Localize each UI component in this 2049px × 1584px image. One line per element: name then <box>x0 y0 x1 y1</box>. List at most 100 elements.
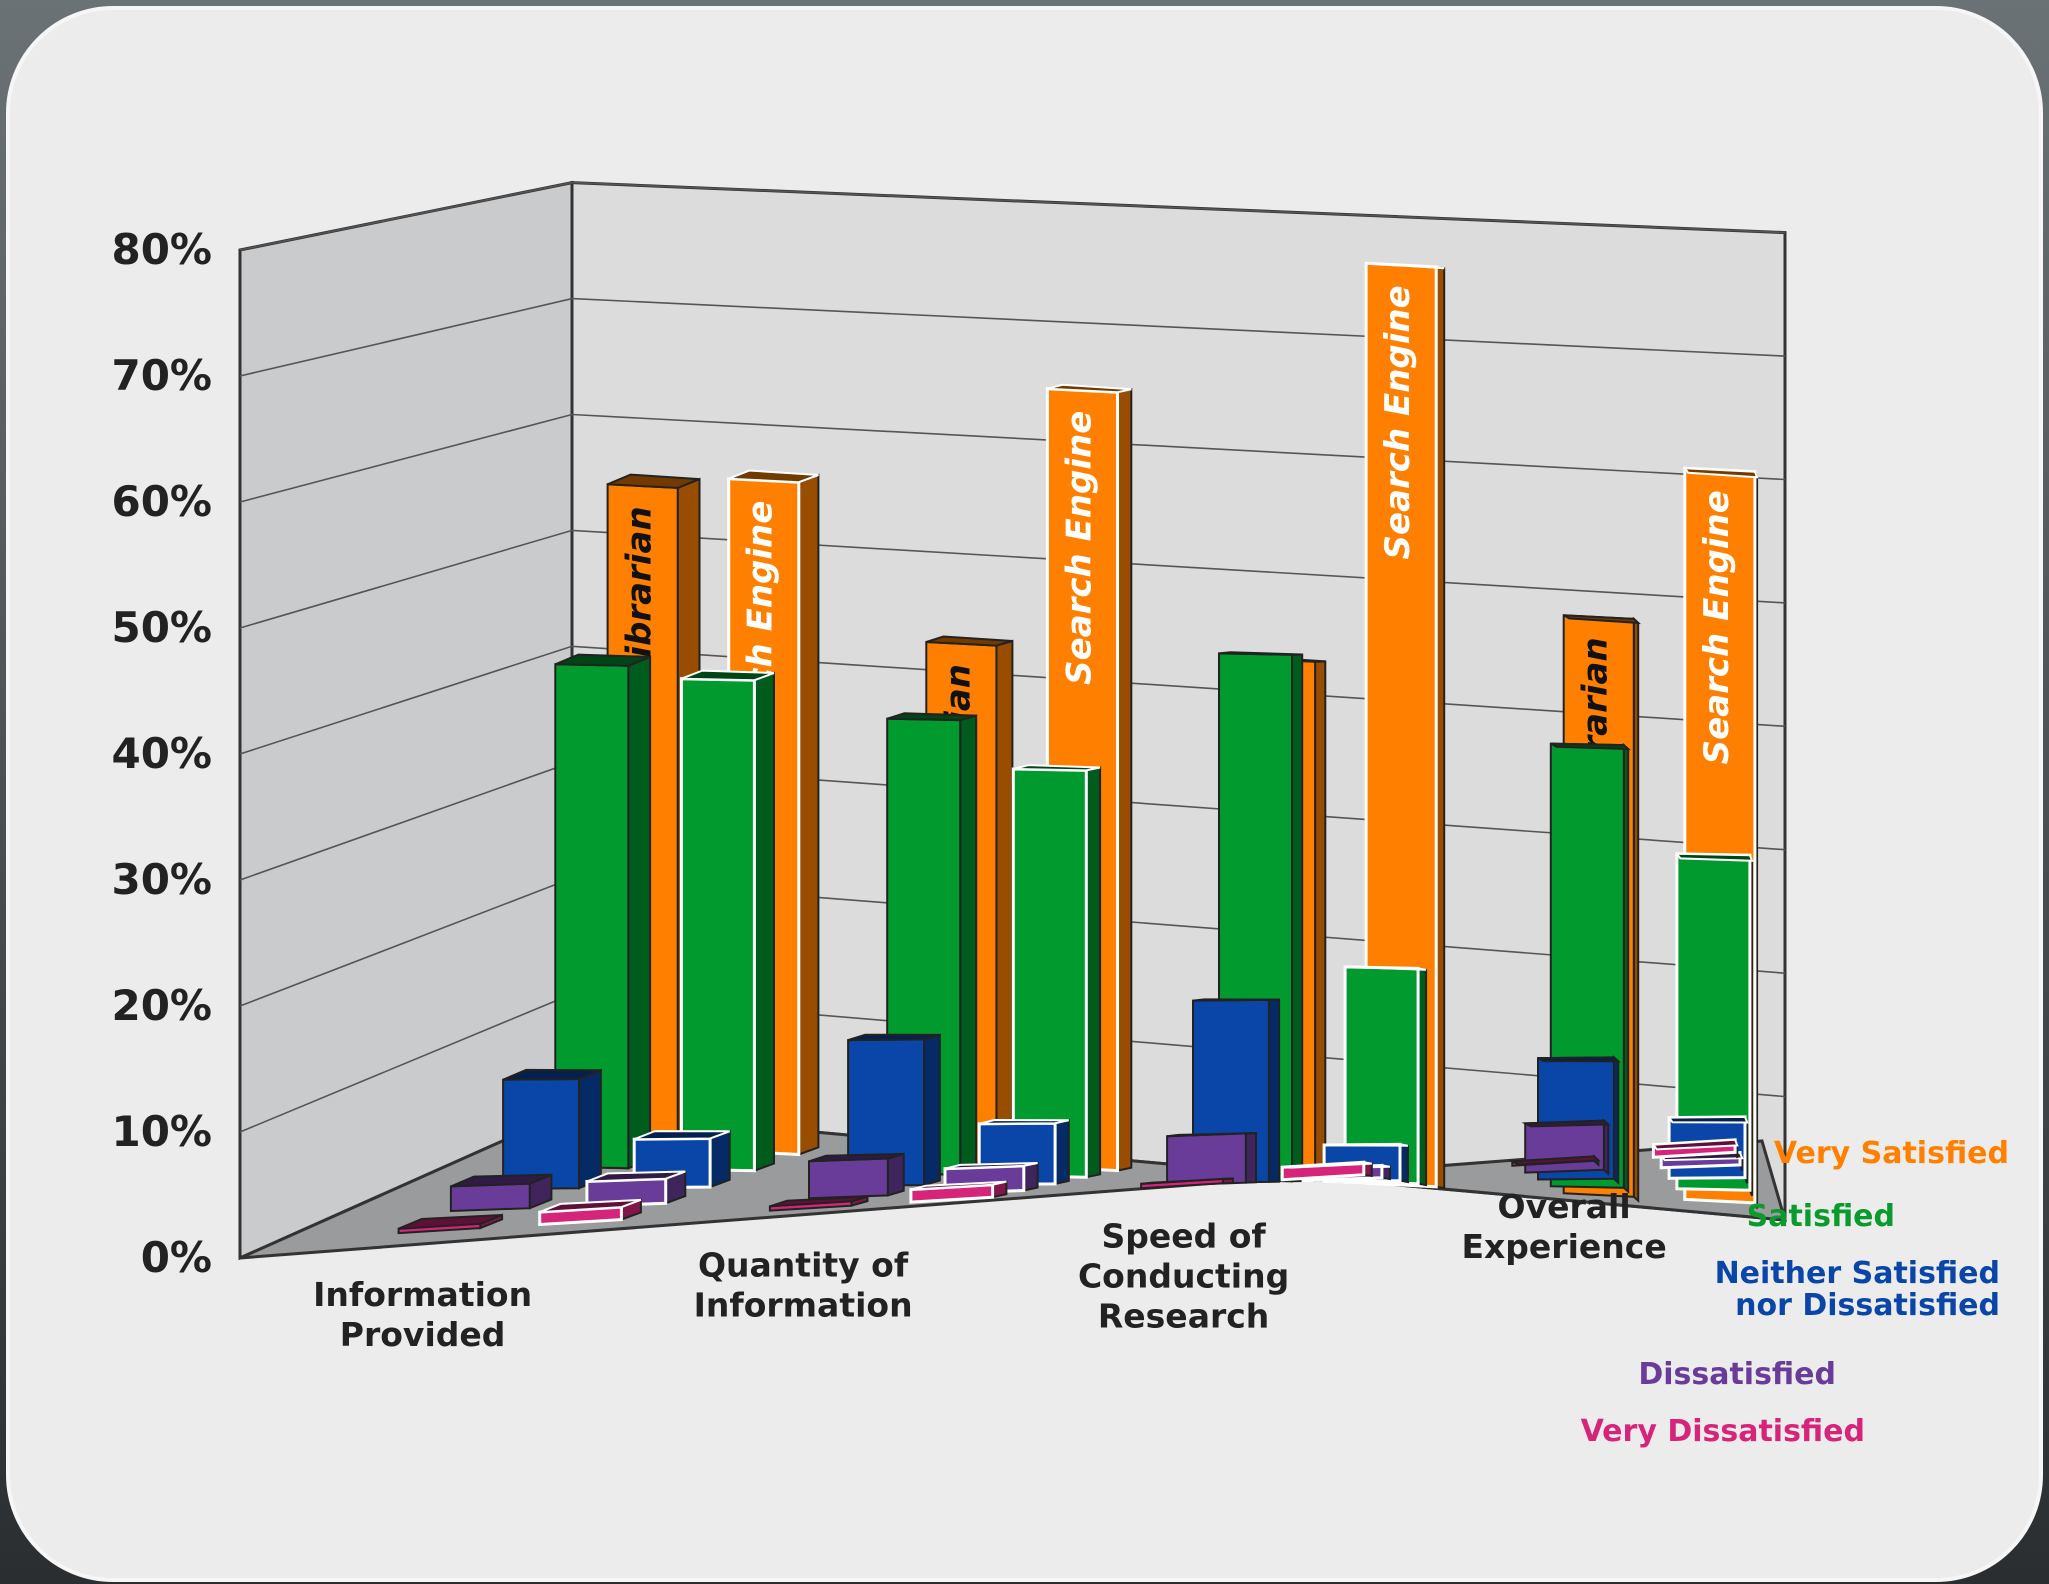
bar-speed-of-conducting-research-librarian-dissatisfied <box>1166 1132 1257 1187</box>
category-label: Speed of Conducting Research <box>1078 1217 1289 1336</box>
category-label: Quantity of Information <box>694 1246 913 1325</box>
category-label-line: Speed of <box>1101 1217 1266 1256</box>
bar-quantity-of-information-librarian-very-dissatisfied-top <box>769 1195 868 1208</box>
bar-quantity-of-information-librarian-neither-satisfied-nor-dissatisfied-side <box>923 1033 941 1187</box>
bar-information-provided-librarian-satisfied-top <box>554 653 651 667</box>
bar-speed-of-conducting-research-librarian-very-dissatisfied <box>1140 1177 1234 1190</box>
category-label-line: Experience <box>1461 1227 1666 1266</box>
bar-quantity-of-information-search-engine-very-satisfied-side <box>1116 388 1133 1172</box>
bar-quantity-of-information-search-engine-satisfied-front <box>1011 767 1088 1179</box>
bar-quantity-of-information-search-engine-very-dissatisfied-top <box>910 1180 1007 1191</box>
bar-overall-experience-search-engine-very-satisfied-top <box>1682 467 1759 479</box>
y-tick-label: 20% <box>111 981 212 1030</box>
bar-information-provided-librarian-very-satisfied-top <box>607 473 700 489</box>
legend-item-line: Satisfied <box>1747 1199 1895 1234</box>
bar-information-provided-search-engine-very-satisfied-side <box>797 473 820 1156</box>
bar-information-provided-librarian-neither-satisfied-nor-dissatisfied <box>502 1068 602 1190</box>
bar-overall-experience-librarian-neither-satisfied-nor-dissatisfied-top <box>1537 1056 1621 1063</box>
legend-item-line: Very Satisfied <box>1774 1136 2009 1171</box>
bar-overall-experience-librarian-very-satisfied-top <box>1563 614 1641 625</box>
y-tick-label: 60% <box>111 477 212 526</box>
bar-speed-of-conducting-research-search-engine-satisfied-top <box>1345 965 1427 971</box>
bar-quantity-of-information-librarian-neither-satisfied-nor-dissatisfied-top <box>847 1033 941 1042</box>
bar-information-provided-librarian-dissatisfied <box>449 1173 553 1213</box>
y-tick-label: 0% <box>141 1233 212 1282</box>
bar-information-provided-librarian-dissatisfied-top <box>450 1173 552 1188</box>
bar-information-provided-librarian-neither-satisfied-nor-dissatisfied-side <box>578 1068 602 1190</box>
bar-quantity-of-information-librarian-dissatisfied-top <box>808 1152 904 1163</box>
bar-quantity-of-information-search-engine-neither-satisfied-nor-dissatisfied-side <box>1054 1119 1070 1186</box>
legend-item-line: Very Dissatisfied <box>1581 1414 1865 1449</box>
bar-quantity-of-information-librarian-dissatisfied-front <box>808 1157 889 1200</box>
bar-quantity-of-information-search-engine-satisfied-side <box>1085 766 1102 1179</box>
bar-information-provided-librarian-neither-satisfied-nor-dissatisfied-top <box>502 1068 602 1081</box>
bar-quantity-of-information-librarian-dissatisfied <box>808 1152 905 1200</box>
bar-quantity-of-information-librarian-very-satisfied-side <box>995 639 1014 1166</box>
bar-information-provided-librarian-satisfied <box>554 653 652 1170</box>
bar-speed-of-conducting-research-librarian-very-satisfied-side <box>1314 660 1327 1182</box>
bar-quantity-of-information-search-engine-neither-satisfied-nor-dissatisfied-top <box>978 1118 1070 1125</box>
category-label-line: Provided <box>340 1315 506 1354</box>
bar-quantity-of-information-search-engine-very-satisfied-top <box>1047 383 1132 394</box>
bar-information-provided-search-engine-very-dissatisfied-top <box>539 1198 642 1214</box>
bar-speed-of-conducting-research-librarian-dissatisfied-top <box>1166 1132 1257 1138</box>
category-label-line: Conducting <box>1078 1257 1289 1296</box>
bar-quantity-of-information-librarian-satisfied-top <box>886 712 977 722</box>
category-label-line: Research <box>1098 1297 1269 1336</box>
bar-quantity-of-information-search-engine-very-dissatisfied <box>909 1180 1008 1204</box>
legend-item-dissatisfied: Dissatisfied <box>1638 1357 1836 1392</box>
bar-speed-of-conducting-research-search-engine-very-satisfied: Search Engine <box>1364 261 1446 1190</box>
bar-quantity-of-information-librarian-dissatisfied-side <box>886 1152 905 1197</box>
bar-label-librarian: Librarian <box>620 506 660 679</box>
category-label: Overall Experience <box>1461 1187 1666 1266</box>
bar-quantity-of-information-librarian-very-satisfied-top <box>925 635 1013 647</box>
bar-speed-of-conducting-research-librarian-neither-satisfied-nor-dissatisfied-top <box>1192 998 1280 1002</box>
gridline <box>239 181 1786 251</box>
bar-speed-of-conducting-research-search-engine-satisfied <box>1343 965 1428 1187</box>
bar-information-provided-search-engine-very-dissatisfied <box>538 1198 642 1227</box>
legend-item-neither-satisfied-nor-dissatisfied: Neither Satisfied nor Dissatisfied <box>1715 1256 2000 1323</box>
bar-speed-of-conducting-research-search-engine-very-dissatisfied-top <box>1282 1161 1372 1169</box>
bar-quantity-of-information-librarian-neither-satisfied-nor-dissatisfied <box>847 1033 941 1187</box>
bar-overall-experience-search-engine-very-dissatisfied <box>1651 1138 1739 1159</box>
bar-label-search-engine: Search Engine <box>1059 411 1099 685</box>
legend-item-line: Neither Satisfied <box>1715 1256 2000 1291</box>
category-label-line: Overall <box>1498 1187 1631 1226</box>
bar-overall-experience-search-engine-very-dissatisfied-top <box>1651 1138 1739 1151</box>
legend-item-very-satisfied: Very Satisfied <box>1774 1136 2009 1171</box>
bar-overall-experience-search-engine-satisfied <box>1674 852 1754 1197</box>
y-tick-label: 10% <box>111 1107 212 1156</box>
category-label-line: Information <box>313 1275 532 1314</box>
bar-information-provided-search-engine-dissatisfied <box>585 1170 687 1208</box>
bar-label-search-engine: Search Engine <box>1697 490 1737 764</box>
y-tick-label: 50% <box>111 603 212 652</box>
bar-information-provided-librarian-very-dissatisfied-top <box>398 1214 503 1230</box>
y-axis-ticks: 0% 10% 20% 30% 40% 50% 60% 70% 80% <box>111 225 212 1282</box>
y-tick-label: 40% <box>111 729 212 778</box>
bar-information-provided-librarian-neither-satisfied-nor-dissatisfied-front <box>502 1077 580 1190</box>
y-tick-label: 70% <box>111 351 212 400</box>
bar-overall-experience-librarian-satisfied-top <box>1550 742 1631 751</box>
category-label: Information Provided <box>313 1275 532 1354</box>
bar-information-provided-search-engine-very-satisfied-top <box>728 469 819 484</box>
y-tick-label: 30% <box>111 855 212 904</box>
bar-information-provided-librarian-satisfied-side <box>627 655 652 1170</box>
bar-information-provided-search-engine-satisfied <box>679 669 775 1173</box>
bar-quantity-of-information-librarian-very-dissatisfied <box>768 1195 869 1212</box>
bar-speed-of-conducting-research-librarian-dissatisfied-side <box>1244 1132 1257 1184</box>
category-label-line: Quantity of <box>698 1246 909 1285</box>
legend: Very Satisfied Satisfied Neither Satisfied… <box>1581 1136 2009 1449</box>
legend-item-line: Dissatisfied <box>1638 1357 1836 1392</box>
bar-speed-of-conducting-research-search-engine-very-satisfied-top <box>1366 262 1445 270</box>
bar-quantity-of-information-search-engine-satisfied <box>1011 764 1102 1179</box>
bar-information-provided-search-engine-satisfied-top <box>681 669 775 682</box>
bar-quantity-of-information-librarian-satisfied-side <box>959 714 978 1177</box>
legend-item-line: nor Dissatisfied <box>1735 1288 2000 1323</box>
bar-overall-experience-librarian-dissatisfied <box>1521 1118 1611 1177</box>
legend-item-very-dissatisfied: Very Dissatisfied <box>1581 1414 1865 1449</box>
bar-information-provided-search-engine-neither-satisfied-nor-dissatisfied-top <box>633 1130 731 1141</box>
